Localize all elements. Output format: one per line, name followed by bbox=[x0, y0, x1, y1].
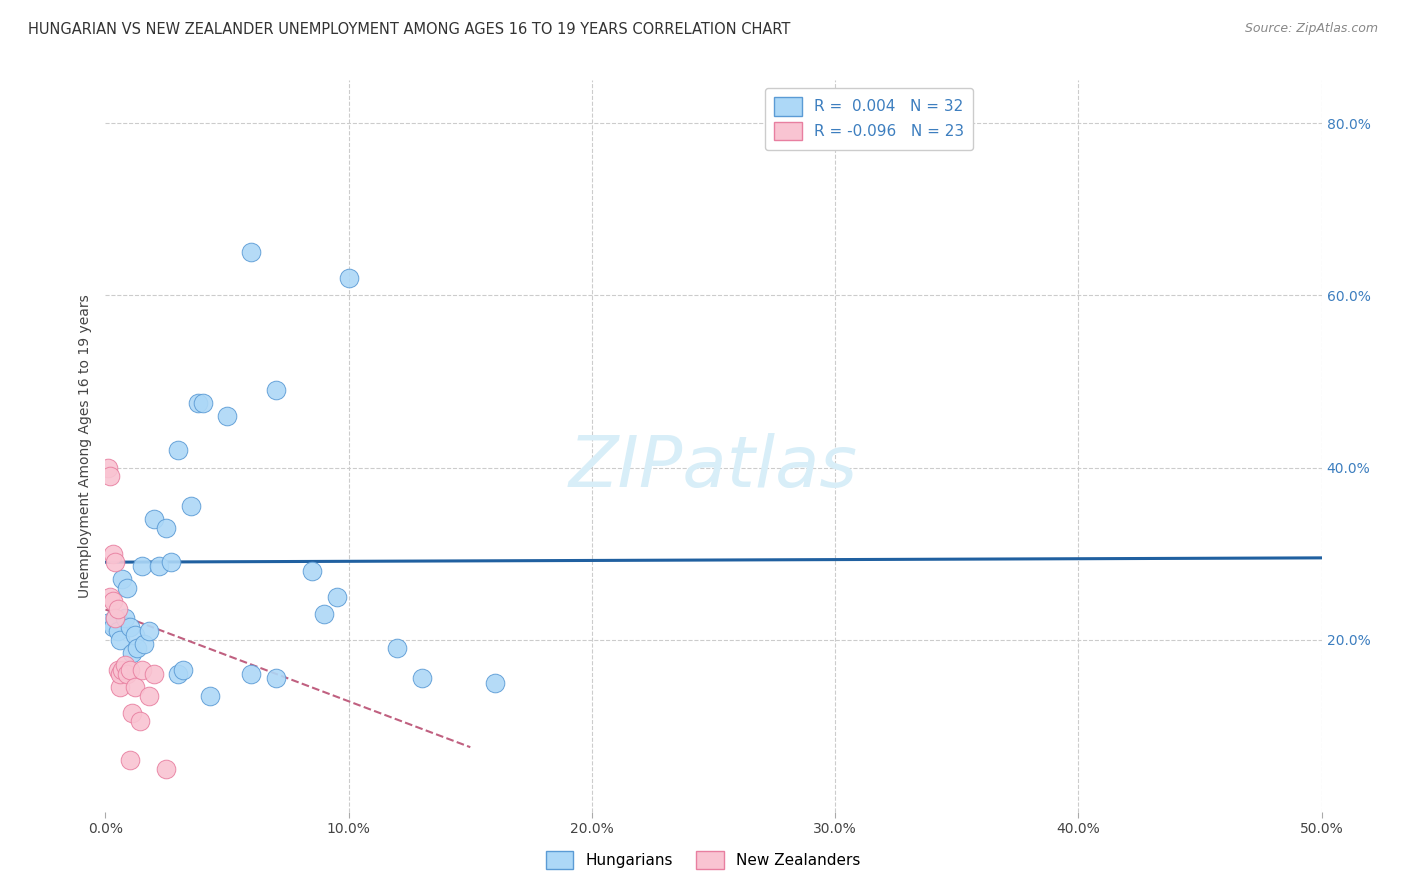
Point bbox=[121, 706, 143, 720]
Point bbox=[107, 624, 129, 638]
Point bbox=[107, 663, 129, 677]
Point bbox=[125, 641, 148, 656]
Point bbox=[98, 590, 121, 604]
Point bbox=[108, 632, 131, 647]
Point bbox=[180, 500, 202, 514]
Point bbox=[114, 658, 136, 673]
Point bbox=[128, 714, 150, 729]
Point bbox=[104, 611, 127, 625]
Point bbox=[117, 667, 139, 681]
Legend: Hungarians, New Zealanders: Hungarians, New Zealanders bbox=[540, 845, 866, 875]
Point bbox=[108, 680, 131, 694]
Point bbox=[148, 559, 170, 574]
Point bbox=[101, 620, 124, 634]
Point bbox=[160, 555, 183, 569]
Point bbox=[187, 396, 209, 410]
Point bbox=[314, 607, 336, 621]
Point bbox=[155, 521, 177, 535]
Point bbox=[124, 628, 146, 642]
Text: HUNGARIAN VS NEW ZEALANDER UNEMPLOYMENT AMONG AGES 16 TO 19 YEARS CORRELATION CH: HUNGARIAN VS NEW ZEALANDER UNEMPLOYMENT … bbox=[28, 22, 790, 37]
Point bbox=[104, 555, 127, 569]
Point bbox=[138, 689, 160, 703]
Text: ZIPatlas: ZIPatlas bbox=[569, 434, 858, 502]
Y-axis label: Unemployment Among Ages 16 to 19 years: Unemployment Among Ages 16 to 19 years bbox=[79, 294, 93, 598]
Point bbox=[97, 460, 120, 475]
Point bbox=[117, 581, 139, 595]
Point bbox=[118, 753, 141, 767]
Point bbox=[143, 667, 166, 681]
Legend: R =  0.004   N = 32, R = -0.096   N = 23: R = 0.004 N = 32, R = -0.096 N = 23 bbox=[765, 88, 973, 150]
Point bbox=[155, 762, 177, 776]
Point bbox=[167, 443, 190, 458]
Point bbox=[108, 667, 131, 681]
Point bbox=[172, 663, 194, 677]
Point bbox=[301, 564, 323, 578]
Point bbox=[217, 409, 239, 423]
Point bbox=[138, 624, 160, 638]
Point bbox=[121, 646, 143, 660]
Point bbox=[101, 594, 124, 608]
Point bbox=[325, 590, 347, 604]
Point bbox=[107, 602, 129, 616]
Point bbox=[111, 663, 134, 677]
Point bbox=[118, 620, 141, 634]
Point bbox=[131, 663, 153, 677]
Point bbox=[240, 667, 263, 681]
Point bbox=[114, 611, 136, 625]
Point bbox=[191, 396, 214, 410]
Point bbox=[264, 383, 287, 397]
Point bbox=[98, 469, 121, 483]
Point bbox=[240, 245, 263, 260]
Point bbox=[111, 573, 134, 587]
Point bbox=[134, 637, 156, 651]
Point bbox=[98, 615, 121, 630]
Point bbox=[104, 611, 127, 625]
Point bbox=[198, 689, 221, 703]
Point bbox=[411, 671, 433, 685]
Point bbox=[264, 671, 287, 685]
Point bbox=[124, 680, 146, 694]
Point bbox=[101, 547, 124, 561]
Point bbox=[337, 271, 360, 285]
Point bbox=[484, 675, 506, 690]
Point bbox=[131, 559, 153, 574]
Point bbox=[143, 512, 166, 526]
Point bbox=[167, 667, 190, 681]
Text: Source: ZipAtlas.com: Source: ZipAtlas.com bbox=[1244, 22, 1378, 36]
Point bbox=[118, 663, 141, 677]
Point bbox=[387, 641, 409, 656]
